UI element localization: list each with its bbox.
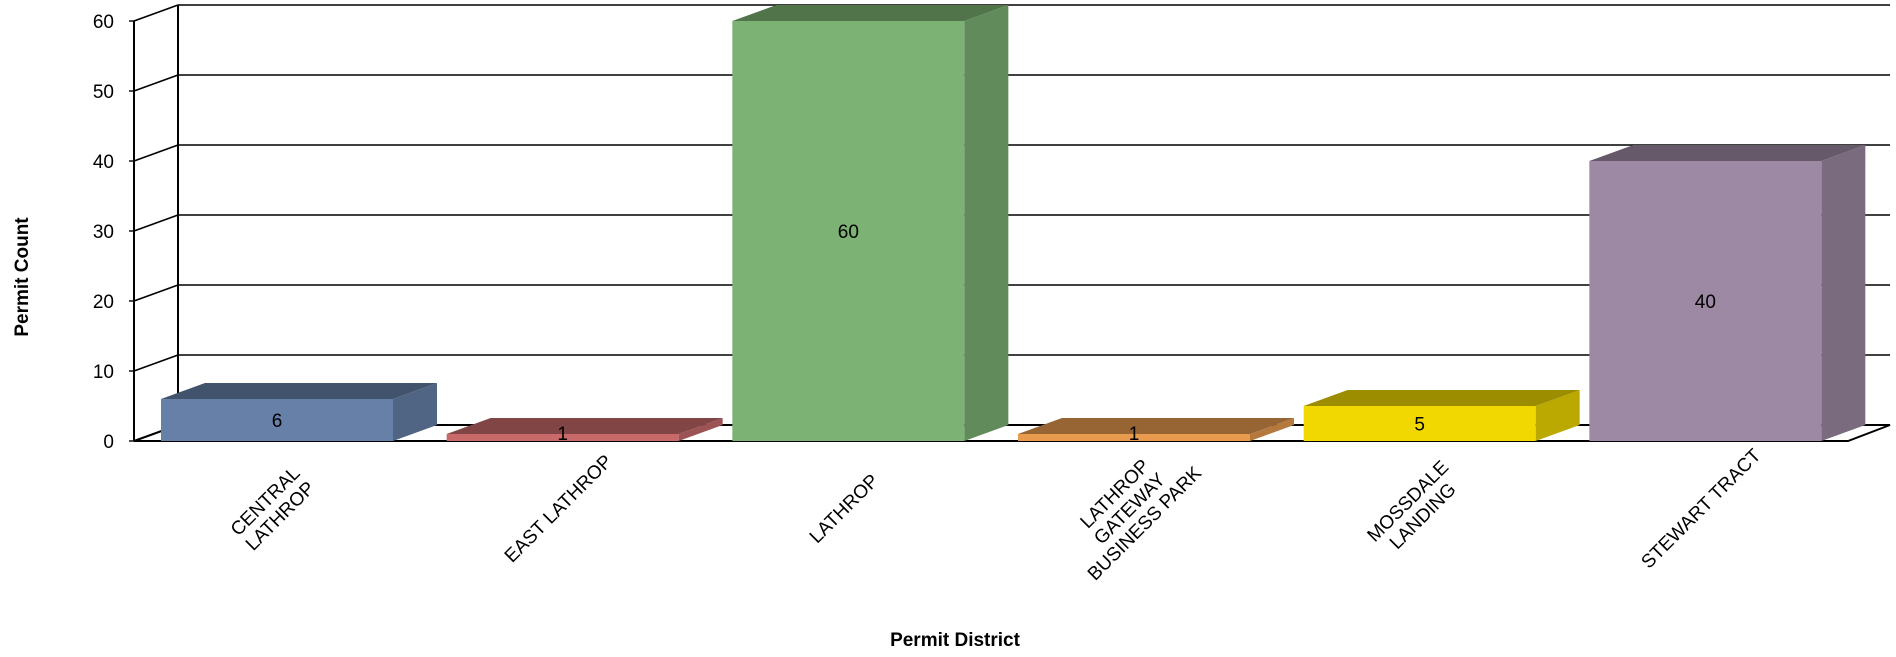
gridline-side <box>133 74 179 92</box>
bar-top <box>732 5 1009 21</box>
x-tick-label: CENTRALLATHROP <box>227 463 319 555</box>
y-tick-label: 30 <box>93 222 114 243</box>
bar-value-label: 1 <box>557 424 568 445</box>
bar-value-label: 6 <box>272 411 283 432</box>
bar: 40 <box>1589 145 1866 441</box>
gridline-side <box>133 354 179 372</box>
y-tick-label: 10 <box>93 362 114 383</box>
y-axis-title: Permit Count <box>12 217 33 337</box>
x-tick-label-line: STEWART TRACT <box>1638 445 1766 573</box>
x-axis-title: Permit District <box>890 630 1021 651</box>
bar-side <box>1821 145 1866 441</box>
bar-value-label: 60 <box>838 222 859 243</box>
y-tick-label: 20 <box>93 292 114 313</box>
x-tick-label-line: EAST LATHROP <box>501 451 617 567</box>
bar-front <box>732 21 965 441</box>
bar-front <box>1303 406 1536 441</box>
bar-value-label: 1 <box>1129 424 1140 445</box>
bar: 60 <box>732 5 1009 441</box>
bar-top <box>1303 390 1580 406</box>
gridline-side <box>133 144 179 162</box>
x-axis-ticks: CENTRALLATHROP EAST LATHROP LATHROP LATHROP… <box>227 433 1766 585</box>
bar: 5 <box>1303 390 1580 441</box>
x-tick-label: LATHROPGATEWAYBUSINESS PARK <box>1054 433 1206 585</box>
y-tick-label: 0 <box>103 432 114 453</box>
bar-side <box>678 418 723 441</box>
x-tick-label: EAST LATHROP <box>501 451 617 567</box>
bar: 1 <box>1018 418 1294 445</box>
bar-side <box>393 383 437 441</box>
bar: 6 <box>161 383 437 441</box>
gridline-side <box>133 214 179 232</box>
bar-value-label: 40 <box>1695 292 1716 313</box>
bar-layer: 6 1 60 1 5 40 <box>161 5 1866 445</box>
y-tick-label: 60 <box>93 12 114 33</box>
y-axis-ticks: 0 10 20 30 40 50 60 <box>93 12 134 453</box>
bar-top <box>446 418 723 434</box>
y-tick-label: 50 <box>93 82 114 103</box>
bar-side <box>964 5 1009 441</box>
bar-front <box>1018 434 1250 441</box>
x-tick-label: LATHROP <box>806 470 883 547</box>
bar-value-label: 5 <box>1414 415 1425 436</box>
bar-top <box>1018 418 1294 434</box>
x-tick-label-line: LATHROP <box>806 470 883 547</box>
x-tick-label: STEWART TRACT <box>1638 445 1766 573</box>
bar-front <box>446 434 679 441</box>
bar-top <box>1589 145 1866 161</box>
bar-side <box>1250 418 1294 441</box>
bar-front <box>161 399 393 441</box>
bar-top <box>161 383 437 399</box>
gridline-side <box>133 4 179 22</box>
bar-front <box>1589 161 1822 441</box>
y-tick-label: 40 <box>93 152 114 173</box>
x-tick-label: MOSSDALELANDING <box>1364 457 1468 561</box>
gridline-side <box>133 284 179 302</box>
bar: 1 <box>446 418 723 445</box>
bar-side <box>1535 390 1580 441</box>
